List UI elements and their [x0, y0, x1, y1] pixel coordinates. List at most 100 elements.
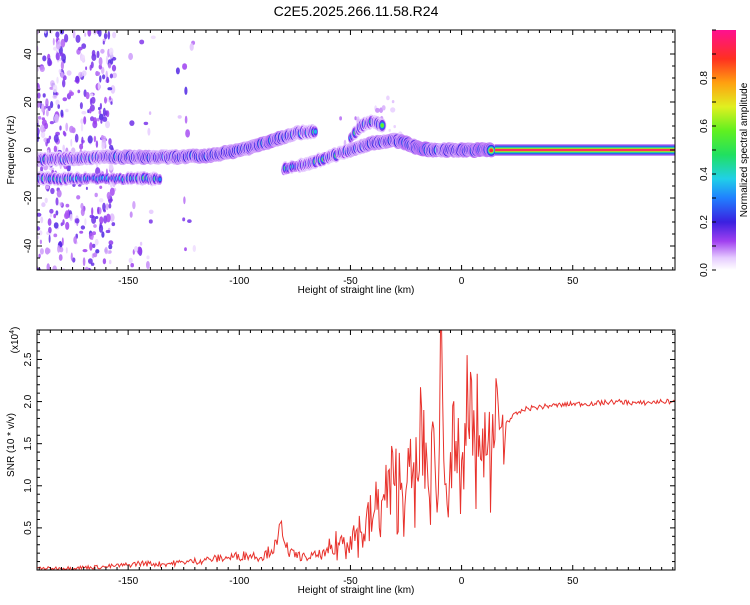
- snr-line: [37, 330, 675, 570]
- noise-blob: [143, 121, 149, 126]
- track-steady-line: [494, 144, 675, 156]
- noise-blob: [89, 242, 93, 251]
- noise-blob: [72, 257, 76, 263]
- x-tick-label: 50: [567, 576, 579, 587]
- noise-blob: [47, 218, 52, 226]
- noise-blob: [48, 226, 52, 234]
- colorbar: 0.0 0.2 0.4 0.6 0.8 Normalized spectral ampl…: [699, 29, 750, 277]
- noise-blob: [45, 185, 50, 190]
- noise-blob: [59, 246, 64, 253]
- noise-blob: [84, 32, 87, 37]
- noise-blob: [100, 135, 104, 140]
- noise-blob: [102, 116, 108, 122]
- noise-blob: [148, 111, 152, 115]
- noise-blob: [74, 133, 79, 143]
- noise-blob: [65, 221, 70, 230]
- noise-blob: [108, 163, 114, 171]
- snr-panel: -150 -100 -50 0 50 0.5 1.0 1.5 2.0 2.5 Height of…: [6, 327, 676, 596]
- noise-blob: [98, 30, 102, 37]
- noise-blob: [69, 125, 74, 133]
- noise-blob: [108, 138, 112, 146]
- noise-blob: [60, 109, 64, 118]
- noise-blob: [111, 64, 117, 72]
- noise-blob: [390, 107, 396, 113]
- noise-blob: [175, 67, 180, 75]
- noise-blob: [87, 30, 92, 37]
- noise-blob: [109, 73, 113, 79]
- noise-blob: [70, 252, 73, 261]
- noise-blob: [104, 96, 107, 104]
- noise-blob: [105, 120, 110, 129]
- spectrogram-y-label: Frequency (Hz): [6, 116, 17, 185]
- noise-blob: [391, 100, 395, 104]
- noise-blob: [129, 120, 135, 126]
- noise-blob: [81, 110, 87, 115]
- colorbar-tick-label: 0.6: [699, 119, 710, 133]
- noise-blob: [108, 259, 112, 265]
- noise-blob: [38, 230, 43, 236]
- noise-blob: [187, 219, 192, 224]
- noise-blob: [59, 125, 62, 131]
- noise-blob: [49, 213, 53, 218]
- noise-blob: [65, 247, 68, 254]
- noise-blob: [99, 185, 103, 189]
- noise-blob: [52, 38, 55, 46]
- noise-blob: [60, 202, 63, 207]
- noise-blob: [137, 246, 142, 255]
- noise-blob: [84, 218, 87, 226]
- y-tick-label: 0: [23, 147, 34, 153]
- noise-blob: [88, 107, 92, 114]
- noise-blob: [46, 138, 50, 144]
- noise-blob: [98, 198, 104, 203]
- x-tick-label: -50: [343, 276, 358, 287]
- noise-blob: [90, 96, 96, 104]
- noise-blob: [109, 213, 115, 222]
- noise-blob: [58, 254, 63, 261]
- noise-blob: [85, 92, 90, 100]
- noise-blob: [39, 239, 43, 245]
- noise-blob: [386, 95, 390, 101]
- noise-blob: [146, 255, 150, 260]
- y-tick-label: 40: [23, 48, 34, 60]
- y-tick-label: -40: [23, 238, 34, 253]
- noise-blob: [65, 122, 69, 132]
- noise-blob: [101, 231, 105, 238]
- noise-blob: [80, 208, 85, 217]
- x-tick-label: -100: [229, 576, 249, 587]
- noise-blob: [61, 237, 64, 246]
- noise-blob: [47, 248, 51, 254]
- noise-blob: [37, 226, 41, 231]
- noise-blob: [56, 189, 62, 198]
- noise-blob: [53, 134, 59, 143]
- x-tick-label: -50: [343, 576, 358, 587]
- noise-blob: [52, 265, 57, 270]
- noise-blob: [65, 203, 70, 208]
- y-tick-label: 1.5: [23, 436, 34, 450]
- snr-x-label: Height of straight line (km): [298, 585, 415, 596]
- noise-blob: [55, 40, 61, 50]
- noise-blob: [95, 140, 99, 148]
- noise-blob: [76, 195, 81, 200]
- noise-blob: [45, 98, 49, 108]
- noise-blob: [60, 38, 66, 48]
- noise-blob: [56, 76, 59, 84]
- noise-blob: [37, 212, 42, 217]
- noise-blob: [80, 118, 84, 125]
- noise-blob: [82, 257, 86, 266]
- noise-blob: [139, 241, 143, 246]
- noise-blob: [82, 249, 88, 253]
- y-tick-label: -20: [23, 190, 34, 205]
- noise-blob: [66, 70, 72, 76]
- noise-blob: [85, 186, 88, 190]
- y-tick-label: 1.0: [23, 478, 34, 492]
- noise-blob: [105, 203, 109, 211]
- noise-blob: [97, 117, 100, 122]
- noise-blob: [91, 49, 96, 57]
- noise-blob: [46, 263, 50, 270]
- noise-blob: [95, 216, 99, 219]
- noise-blob: [109, 187, 115, 196]
- colorbar-ticks: 0.0 0.2 0.4 0.6 0.8: [699, 29, 716, 277]
- noise-blob: [62, 79, 66, 88]
- noise-blob: [70, 139, 73, 147]
